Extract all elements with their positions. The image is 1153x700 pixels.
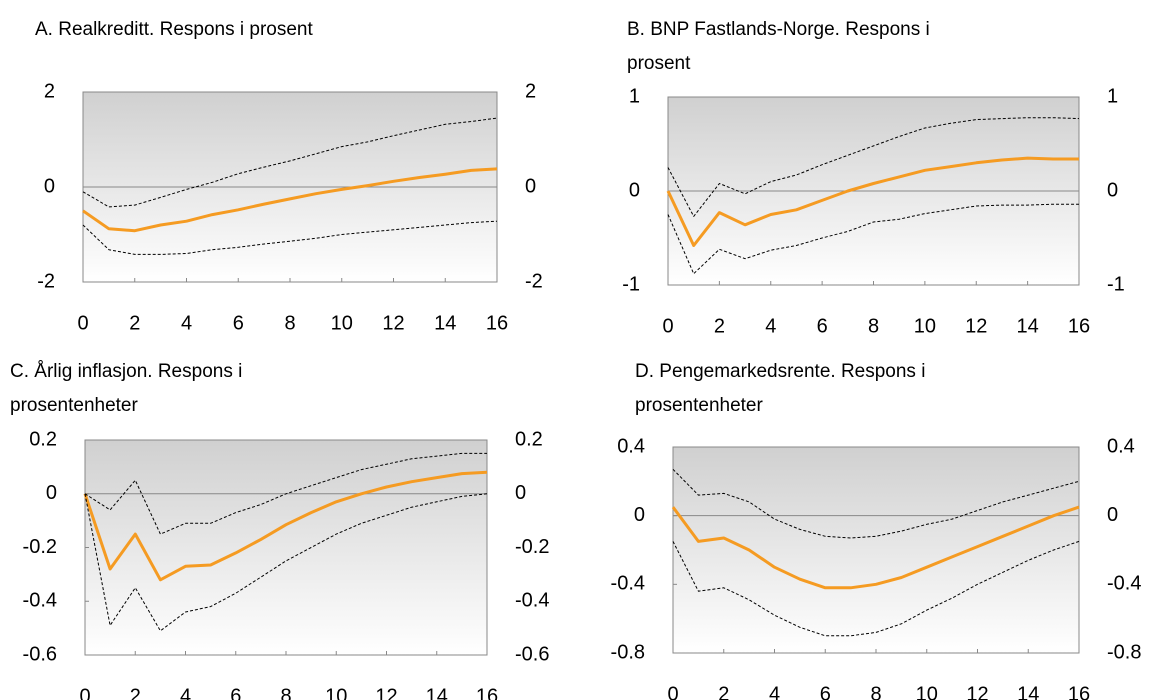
x-tick-label: 10 bbox=[916, 683, 938, 700]
plot-area bbox=[84, 439, 488, 656]
x-tick-label: 0 bbox=[667, 683, 678, 700]
panel: A. Realkreditt. Respons i prosent 2 2 0 0 -2 -… bbox=[35, 19, 543, 334]
x-tick-label: 2 bbox=[129, 312, 140, 334]
x-tick-label: 2 bbox=[714, 315, 725, 337]
y-tick-label: -0.4 bbox=[23, 590, 57, 612]
panel-title: D. Pengemarkedsrente. Respons i bbox=[635, 361, 925, 382]
y-tick-label: 0 bbox=[46, 482, 57, 504]
y2-tick-label: -0.6 bbox=[515, 643, 549, 665]
y2-tick-label: 0 bbox=[525, 175, 536, 197]
x-tick-label: 10 bbox=[331, 312, 353, 334]
y2-tick-label: 0 bbox=[1107, 179, 1118, 201]
y2-tick-label: -1 bbox=[1107, 273, 1125, 295]
panel-title: prosentenheter bbox=[635, 395, 763, 416]
x-tick-label: 8 bbox=[280, 685, 291, 700]
x-tick-label: 16 bbox=[1068, 315, 1090, 337]
y2-tick-label: -0.4 bbox=[515, 590, 549, 612]
y2-tick-label: 2 bbox=[525, 80, 536, 102]
x-tick-label: 14 bbox=[434, 312, 456, 334]
panel: D. Pengemarkedsrente. Respons i prosenten… bbox=[611, 361, 1142, 700]
y-tick-label: -0.4 bbox=[611, 573, 645, 595]
band-line bbox=[667, 117, 1080, 217]
panel-title: prosentenheter bbox=[10, 395, 138, 416]
x-tick-label: 12 bbox=[966, 683, 988, 700]
y-tick-label: 2 bbox=[44, 80, 55, 102]
x-tick-label: 6 bbox=[230, 685, 241, 700]
x-tick-label: 0 bbox=[662, 315, 673, 337]
panel-title: B. BNP Fastlands-Norge. Respons i bbox=[627, 19, 930, 40]
panel: C. Årlig inflasjon. Respons i prosentenhe… bbox=[10, 361, 549, 700]
y-tick-label: -0.2 bbox=[23, 536, 57, 558]
band-line bbox=[84, 493, 488, 632]
x-tick-label: 16 bbox=[476, 685, 498, 700]
x-tick-label: 8 bbox=[870, 683, 881, 700]
x-tick-label: 0 bbox=[77, 312, 88, 334]
x-tick-label: 16 bbox=[486, 312, 508, 334]
band-line bbox=[82, 117, 498, 208]
panel-title: C. Årlig inflasjon. Respons i bbox=[10, 361, 242, 382]
x-tick-label: 16 bbox=[1068, 683, 1090, 700]
band-line bbox=[82, 220, 498, 255]
y-tick-label: -1 bbox=[622, 273, 640, 295]
y2-tick-label: 1 bbox=[1107, 85, 1118, 107]
x-tick-label: 10 bbox=[914, 315, 936, 337]
x-tick-label: 2 bbox=[130, 685, 141, 700]
x-tick-label: 8 bbox=[284, 312, 295, 334]
x-tick-label: 4 bbox=[180, 685, 191, 700]
response-line bbox=[671, 505, 1080, 590]
panel-title: A. Realkreditt. Respons i prosent bbox=[35, 19, 313, 40]
band-line bbox=[667, 203, 1079, 275]
plot-area bbox=[672, 446, 1080, 654]
y-tick-label: 0 bbox=[44, 175, 55, 197]
panel-title: prosent bbox=[627, 53, 691, 74]
panel: B. BNP Fastlands-Norge. Respons i prosent… bbox=[622, 19, 1125, 337]
band-line bbox=[672, 540, 1080, 637]
response-line bbox=[83, 470, 488, 582]
y-tick-label: -2 bbox=[37, 270, 55, 292]
y2-tick-label: -0.8 bbox=[1107, 641, 1141, 663]
response-line bbox=[666, 156, 1079, 247]
x-tick-label: 6 bbox=[820, 683, 831, 700]
y2-tick-label: 0 bbox=[1107, 504, 1118, 526]
x-tick-label: 4 bbox=[765, 315, 776, 337]
y-tick-label: 0.4 bbox=[617, 435, 645, 457]
x-tick-label: 10 bbox=[325, 685, 347, 700]
y-tick-label: 0 bbox=[634, 504, 645, 526]
y-tick-label: 0 bbox=[629, 179, 640, 201]
y2-tick-label: -2 bbox=[525, 270, 543, 292]
y2-tick-label: 0.2 bbox=[515, 428, 543, 450]
x-tick-label: 12 bbox=[382, 312, 404, 334]
y2-tick-label: -0.4 bbox=[1107, 573, 1141, 595]
y2-tick-label: 0.4 bbox=[1107, 435, 1135, 457]
x-tick-label: 14 bbox=[1017, 315, 1039, 337]
y2-tick-label: -0.2 bbox=[515, 536, 549, 558]
y-tick-label: -0.8 bbox=[611, 641, 645, 663]
response-line bbox=[82, 167, 498, 233]
y-tick-label: -0.6 bbox=[23, 643, 57, 665]
y-tick-label: 0.2 bbox=[29, 428, 57, 450]
y2-tick-label: 0 bbox=[515, 482, 526, 504]
x-tick-label: 4 bbox=[769, 683, 780, 700]
x-tick-label: 6 bbox=[817, 315, 828, 337]
y-tick-label: 1 bbox=[629, 85, 640, 107]
band-line bbox=[84, 452, 487, 535]
x-tick-label: 14 bbox=[1017, 683, 1039, 700]
x-tick-label: 12 bbox=[965, 315, 987, 337]
x-tick-label: 4 bbox=[181, 312, 192, 334]
x-tick-label: 0 bbox=[79, 685, 90, 700]
x-tick-label: 14 bbox=[426, 685, 448, 700]
x-tick-label: 6 bbox=[233, 312, 244, 334]
x-tick-label: 12 bbox=[375, 685, 397, 700]
x-tick-label: 2 bbox=[718, 683, 729, 700]
x-tick-label: 8 bbox=[868, 315, 879, 337]
